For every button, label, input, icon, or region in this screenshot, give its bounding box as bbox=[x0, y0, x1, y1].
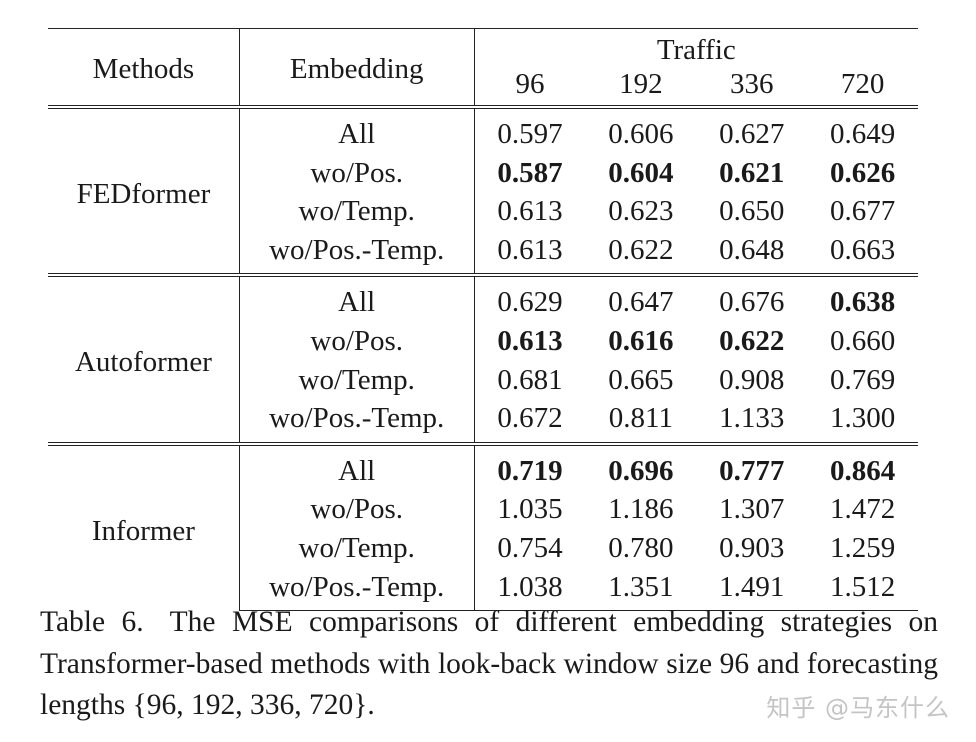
mse-value: 1.133 bbox=[719, 402, 785, 435]
mse-value: 0.648 bbox=[719, 233, 785, 266]
mse-value: 0.613 bbox=[497, 233, 563, 266]
mse-value: 0.660 bbox=[829, 324, 896, 357]
table-row: Autoformer All 0.629 0.647 0.676 0.638 bbox=[48, 273, 918, 444]
header-dataset: Traffic bbox=[474, 28, 918, 67]
mse-value: 1.351 bbox=[585, 567, 697, 612]
mse-value: 0.754 bbox=[497, 531, 563, 564]
mse-value: 0.606 bbox=[585, 105, 697, 154]
mse-value: 0.665 bbox=[608, 363, 674, 396]
embedding-variant: wo/Temp. bbox=[239, 360, 475, 400]
embedding-variant: wo/Pos. bbox=[239, 153, 475, 193]
mse-value: 0.623 bbox=[608, 195, 674, 228]
mse-value: 0.672 bbox=[497, 402, 563, 435]
embedding-variant: wo/Pos. bbox=[239, 321, 475, 361]
mse-value: 0.681 bbox=[497, 363, 563, 396]
table-row: Informer All 0.719 0.696 0.777 0.864 bbox=[48, 441, 918, 611]
header-row: Methods Embedding Traffic bbox=[48, 28, 918, 107]
method-name: Autoformer bbox=[48, 273, 240, 444]
mse-value: 0.597 bbox=[474, 105, 586, 154]
table-row: wo/Pos. 1.035 1.186 1.307 1.472 bbox=[48, 490, 918, 529]
embedding-variant: wo/Temp. bbox=[239, 192, 475, 231]
mse-value: 0.616 bbox=[608, 324, 674, 357]
header-methods: Methods bbox=[48, 28, 240, 107]
method-name: FEDformer bbox=[48, 104, 240, 276]
embedding-variant: wo/Pos.-Temp. bbox=[239, 399, 475, 444]
table-body: FEDformer All 0.597 0.606 0.627 0.649 wo/Pos. 0… bbox=[48, 104, 918, 612]
mse-value: 1.491 bbox=[696, 567, 808, 612]
mse-value: 0.676 bbox=[696, 273, 808, 322]
mse-value: 0.587 bbox=[497, 156, 563, 189]
mse-value: 0.769 bbox=[829, 363, 896, 396]
table-row: wo/Pos.-Temp. 0.672 0.811 1.133 1.300 bbox=[48, 399, 918, 444]
mse-value: 1.300 bbox=[829, 402, 896, 435]
mse-value: 0.638 bbox=[807, 273, 918, 322]
mse-value: 0.647 bbox=[585, 273, 697, 322]
mse-value: 1.186 bbox=[608, 493, 674, 526]
embedding-variant: wo/Pos.-Temp. bbox=[239, 230, 475, 276]
table-row: wo/Pos.-Temp. 1.038 1.351 1.491 1.512 bbox=[48, 567, 918, 612]
embedding-variant: All bbox=[239, 105, 475, 154]
mse-value: 0.908 bbox=[719, 363, 785, 396]
mse-value: 0.903 bbox=[719, 531, 785, 564]
mse-value: 0.663 bbox=[829, 233, 896, 266]
header-horizon: 336 bbox=[729, 68, 774, 100]
header-horizon: 720 bbox=[840, 68, 885, 100]
method-name: Informer bbox=[48, 441, 240, 611]
mse-value: 0.622 bbox=[719, 324, 785, 357]
mse-value: 1.259 bbox=[829, 531, 896, 564]
embedding-variant: All bbox=[239, 441, 475, 491]
table-row: wo/Temp. 0.754 0.780 0.903 1.259 bbox=[48, 528, 918, 568]
mse-value: 0.864 bbox=[807, 441, 918, 491]
caption-text: The MSE comparisons of different embeddi… bbox=[40, 606, 939, 721]
mse-value: 0.613 bbox=[497, 324, 563, 357]
table-row: FEDformer All 0.597 0.606 0.627 0.649 bbox=[48, 104, 918, 276]
mse-value: 0.649 bbox=[807, 105, 918, 154]
table-row: wo/Temp. 0.681 0.665 0.908 0.769 bbox=[48, 360, 918, 400]
header-horizon: 192 bbox=[619, 68, 663, 100]
mse-value: 0.604 bbox=[608, 156, 674, 189]
table-row: wo/Temp. 0.613 0.623 0.650 0.677 bbox=[48, 192, 918, 231]
mse-value: 0.811 bbox=[608, 402, 673, 435]
table-row: wo/Pos. 0.613 0.616 0.622 0.660 bbox=[48, 321, 918, 361]
embedding-variant: wo/Pos. bbox=[239, 490, 475, 529]
table-caption: Table 6. The MSE comparisons of differen… bbox=[40, 602, 938, 727]
mse-value: 1.307 bbox=[719, 493, 785, 526]
mse-value: 0.719 bbox=[474, 441, 586, 491]
mse-value: 0.613 bbox=[497, 195, 563, 228]
mse-value: 0.677 bbox=[829, 195, 896, 228]
embedding-variant: wo/Pos.-Temp. bbox=[239, 567, 475, 612]
mse-value: 0.777 bbox=[696, 441, 808, 491]
header-embedding: Embedding bbox=[239, 28, 475, 107]
mse-value: 0.622 bbox=[608, 233, 674, 266]
mse-value: 1.512 bbox=[807, 567, 918, 612]
mse-value: 1.035 bbox=[497, 493, 563, 526]
table-row: wo/Pos.-Temp. 0.613 0.622 0.648 0.663 bbox=[48, 230, 918, 276]
mse-value: 0.696 bbox=[585, 441, 697, 491]
header-horizons-row: 96 192 336 720 bbox=[48, 67, 918, 107]
mse-value: 0.621 bbox=[719, 156, 785, 189]
embedding-variant: All bbox=[239, 273, 475, 322]
mse-value: 0.626 bbox=[829, 156, 896, 189]
embedding-variant: wo/Temp. bbox=[239, 528, 475, 568]
mse-value: 0.650 bbox=[719, 195, 785, 228]
table-row: wo/Pos. 0.587 0.604 0.621 0.626 bbox=[48, 153, 918, 193]
mse-value: 1.038 bbox=[474, 567, 586, 612]
mse-value: 0.629 bbox=[474, 273, 586, 322]
mse-value: 1.472 bbox=[829, 493, 896, 526]
watermark: 知乎 @马东什么 bbox=[766, 694, 950, 722]
mse-comparison-table: Methods Embedding Traffic 96 192 336 720… bbox=[48, 28, 918, 612]
mse-value: 0.780 bbox=[608, 531, 674, 564]
caption-label: Table 6. bbox=[40, 606, 144, 638]
header-horizon: 96 bbox=[515, 68, 545, 100]
mse-value: 0.627 bbox=[696, 105, 808, 154]
